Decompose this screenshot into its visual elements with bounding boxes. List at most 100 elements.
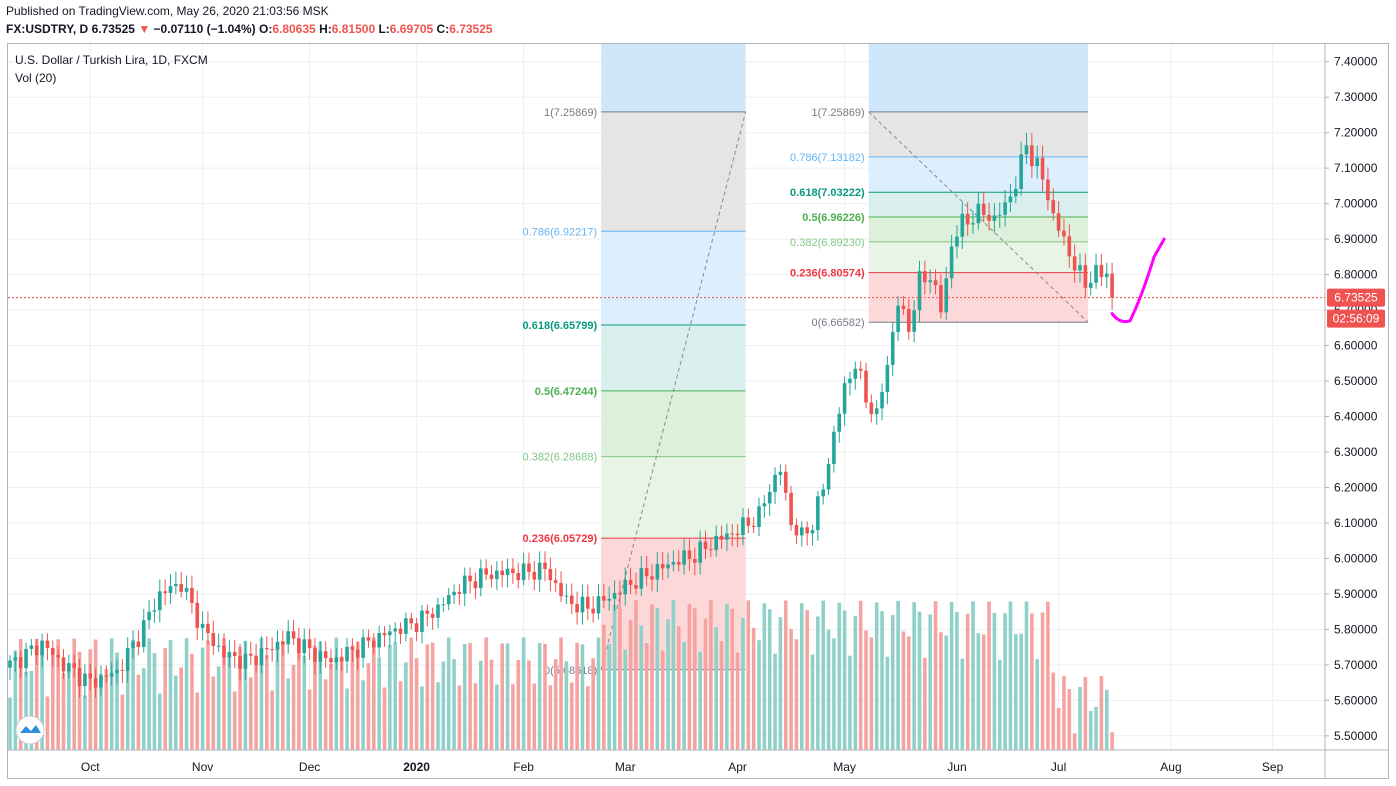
candle-body bbox=[907, 308, 911, 332]
y-tick-label: 5.80000 bbox=[1334, 622, 1378, 636]
fib-level-label: 0.236(6.05729) bbox=[523, 533, 598, 545]
volume-bar bbox=[709, 600, 713, 750]
volume-bar bbox=[928, 614, 932, 750]
candle-body bbox=[452, 591, 456, 596]
current-price-tag bbox=[1327, 288, 1385, 307]
candle-body bbox=[644, 568, 649, 577]
candle-body bbox=[270, 649, 274, 651]
candle-body bbox=[136, 641, 141, 647]
volume-bar bbox=[527, 660, 531, 750]
y-tick-label: 7.30000 bbox=[1334, 90, 1378, 104]
logo-wave-icon bbox=[20, 725, 41, 733]
close-label: C: bbox=[436, 22, 450, 36]
candle-body bbox=[885, 364, 890, 393]
volume-bar bbox=[896, 600, 900, 750]
volume-bar bbox=[730, 608, 735, 750]
volume-bar bbox=[586, 686, 590, 750]
volume-bar bbox=[136, 674, 141, 750]
volume-bar bbox=[265, 655, 269, 750]
volume-bar bbox=[612, 604, 617, 750]
candle-body bbox=[24, 648, 28, 669]
volume-bar bbox=[949, 601, 954, 750]
candle-body bbox=[152, 610, 157, 612]
x-tick-label: Jul bbox=[1051, 760, 1066, 774]
volume-bar bbox=[1099, 676, 1104, 750]
volume-bar bbox=[671, 600, 676, 750]
volume-bar bbox=[163, 648, 167, 750]
volume-bar bbox=[602, 624, 606, 750]
volume-bar bbox=[521, 637, 526, 750]
volume-bar bbox=[874, 602, 879, 750]
candle-body bbox=[580, 596, 585, 613]
volume-bar bbox=[56, 639, 60, 750]
fib-level-label: 0.382(6.89230) bbox=[790, 237, 865, 249]
candle-body bbox=[1019, 154, 1023, 189]
volume-bar bbox=[334, 637, 339, 750]
candle-body bbox=[420, 610, 424, 632]
change-value: −0.07110 (−1.04%) bbox=[153, 22, 256, 36]
volume-bar bbox=[8, 697, 12, 750]
candle-body bbox=[462, 575, 467, 594]
candle-body bbox=[302, 639, 307, 654]
volume-bar bbox=[51, 649, 55, 750]
candle-body bbox=[436, 604, 440, 618]
candle-body bbox=[516, 573, 521, 581]
candle-body bbox=[500, 570, 504, 576]
candle-body bbox=[1014, 188, 1018, 197]
candle-body bbox=[329, 658, 333, 663]
candle-body bbox=[842, 383, 847, 414]
volume-bar bbox=[318, 641, 323, 750]
volume-bar bbox=[500, 643, 504, 750]
volume-bar bbox=[933, 601, 938, 750]
candle-body bbox=[880, 392, 884, 409]
y-tick-label: 7.00000 bbox=[1334, 197, 1378, 211]
volume-bars bbox=[8, 600, 1114, 750]
current-price-label: 6.73525 bbox=[1334, 291, 1378, 305]
candle-body bbox=[1003, 202, 1007, 215]
y-tick-label: 5.90000 bbox=[1334, 587, 1378, 601]
countdown-tag bbox=[1327, 309, 1385, 328]
volume-bar bbox=[773, 653, 777, 750]
volume-bar bbox=[1062, 676, 1066, 750]
volume-bar bbox=[1056, 707, 1061, 750]
volume-bar bbox=[1046, 601, 1050, 750]
volume-bar bbox=[821, 600, 825, 750]
volume-bar bbox=[243, 640, 248, 750]
volume-bar bbox=[286, 678, 290, 750]
candle-body bbox=[297, 638, 301, 654]
volume-bar bbox=[307, 689, 312, 750]
volume-bar bbox=[666, 619, 670, 750]
candle-body bbox=[709, 549, 713, 551]
volume-bar bbox=[725, 603, 729, 750]
volume-bar bbox=[24, 671, 28, 750]
fib-level-label: 0.618(6.65799) bbox=[523, 320, 598, 332]
volume-bar bbox=[404, 662, 408, 750]
volume-bar bbox=[634, 600, 638, 750]
candle-body bbox=[34, 645, 39, 656]
x-tick-label: Oct bbox=[81, 760, 100, 774]
candle-body bbox=[345, 646, 349, 662]
candle-body bbox=[671, 561, 676, 565]
legend-volume: Vol (20) bbox=[15, 71, 57, 85]
chart-frame[interactable] bbox=[7, 43, 1389, 779]
candle-body bbox=[275, 641, 280, 650]
candle-body bbox=[45, 640, 50, 648]
candle-body bbox=[703, 541, 708, 550]
candle-body bbox=[286, 631, 290, 645]
volume-bar bbox=[393, 642, 397, 750]
ohlc-bar: FX:USDTRY, D 6.73525 ▼ −0.07110 (−1.04%)… bbox=[6, 22, 493, 36]
volume-bar bbox=[141, 668, 146, 750]
candles bbox=[8, 132, 1114, 699]
candle-body bbox=[730, 533, 735, 535]
fib-zone bbox=[601, 111, 746, 232]
volume-bar bbox=[329, 663, 333, 750]
candle-body bbox=[944, 278, 949, 313]
candle-body bbox=[457, 591, 462, 594]
volume-bar bbox=[553, 659, 558, 750]
high-label: H: bbox=[319, 22, 332, 36]
volume-bar bbox=[190, 653, 194, 750]
volume-bar bbox=[564, 661, 569, 750]
volume-bar bbox=[569, 682, 574, 750]
fib-level-label: 0.5(6.47244) bbox=[535, 386, 598, 398]
